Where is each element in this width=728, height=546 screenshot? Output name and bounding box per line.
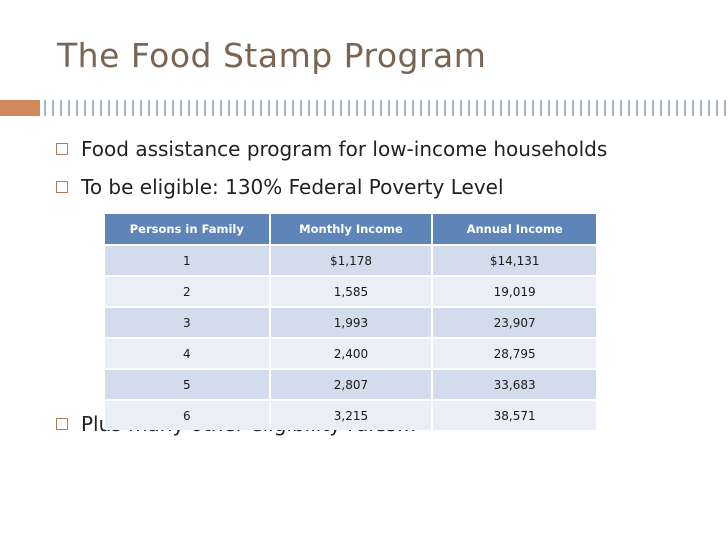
table-row: 4 2,400 28,795 — [105, 337, 596, 369]
table-row: 5 2,807 33,683 — [105, 368, 596, 400]
table-cell: $14,131 — [432, 244, 596, 276]
table-cell: 1 — [105, 244, 271, 276]
square-bullet-icon — [56, 181, 68, 193]
table-cell: 6 — [105, 399, 271, 430]
table-cell: 1,585 — [269, 275, 434, 307]
title-divider — [44, 100, 728, 116]
column-header: Annual Income — [432, 214, 596, 245]
column-header: Persons in Family — [105, 214, 271, 245]
table-cell: 2,400 — [269, 337, 434, 369]
table-cell: 3 — [105, 306, 271, 338]
slide-title: The Food Stamp Program — [57, 36, 487, 75]
table-cell: 2,807 — [269, 368, 434, 400]
table-cell: 4 — [105, 337, 271, 369]
table-cell: 19,019 — [432, 275, 596, 307]
square-bullet-icon — [56, 418, 68, 430]
table-cell: 3,215 — [269, 399, 434, 430]
table-row: 2 1,585 19,019 — [105, 275, 596, 307]
table-cell: 2 — [105, 275, 271, 307]
table-cell: 5 — [105, 368, 271, 400]
accent-bar — [0, 100, 40, 116]
bullet-item: Food assistance program for low-income h… — [56, 135, 607, 163]
table-cell: 33,683 — [432, 368, 596, 400]
bullet-text: To be eligible: 130% Federal Poverty Lev… — [81, 175, 504, 199]
table-cell: 38,571 — [432, 399, 596, 430]
table-cell: 23,907 — [432, 306, 596, 338]
column-header: Monthly Income — [269, 214, 434, 245]
bullet-item: To be eligible: 130% Federal Poverty Lev… — [56, 173, 504, 201]
table-cell: $1,178 — [269, 244, 434, 276]
square-bullet-icon — [56, 143, 68, 155]
table-cell: 1,993 — [269, 306, 434, 338]
table-cell: 28,795 — [432, 337, 596, 369]
bullet-text: Food assistance program for low-income h… — [81, 137, 608, 161]
table-row: 3 1,993 23,907 — [105, 306, 596, 338]
table-header-row: Persons in Family Monthly Income Annual … — [105, 214, 596, 245]
eligibility-table: Persons in Family Monthly Income Annual … — [105, 214, 596, 430]
table-row: 1 $1,178 $14,131 — [105, 244, 596, 276]
table-row: 6 3,215 38,571 — [105, 399, 596, 430]
